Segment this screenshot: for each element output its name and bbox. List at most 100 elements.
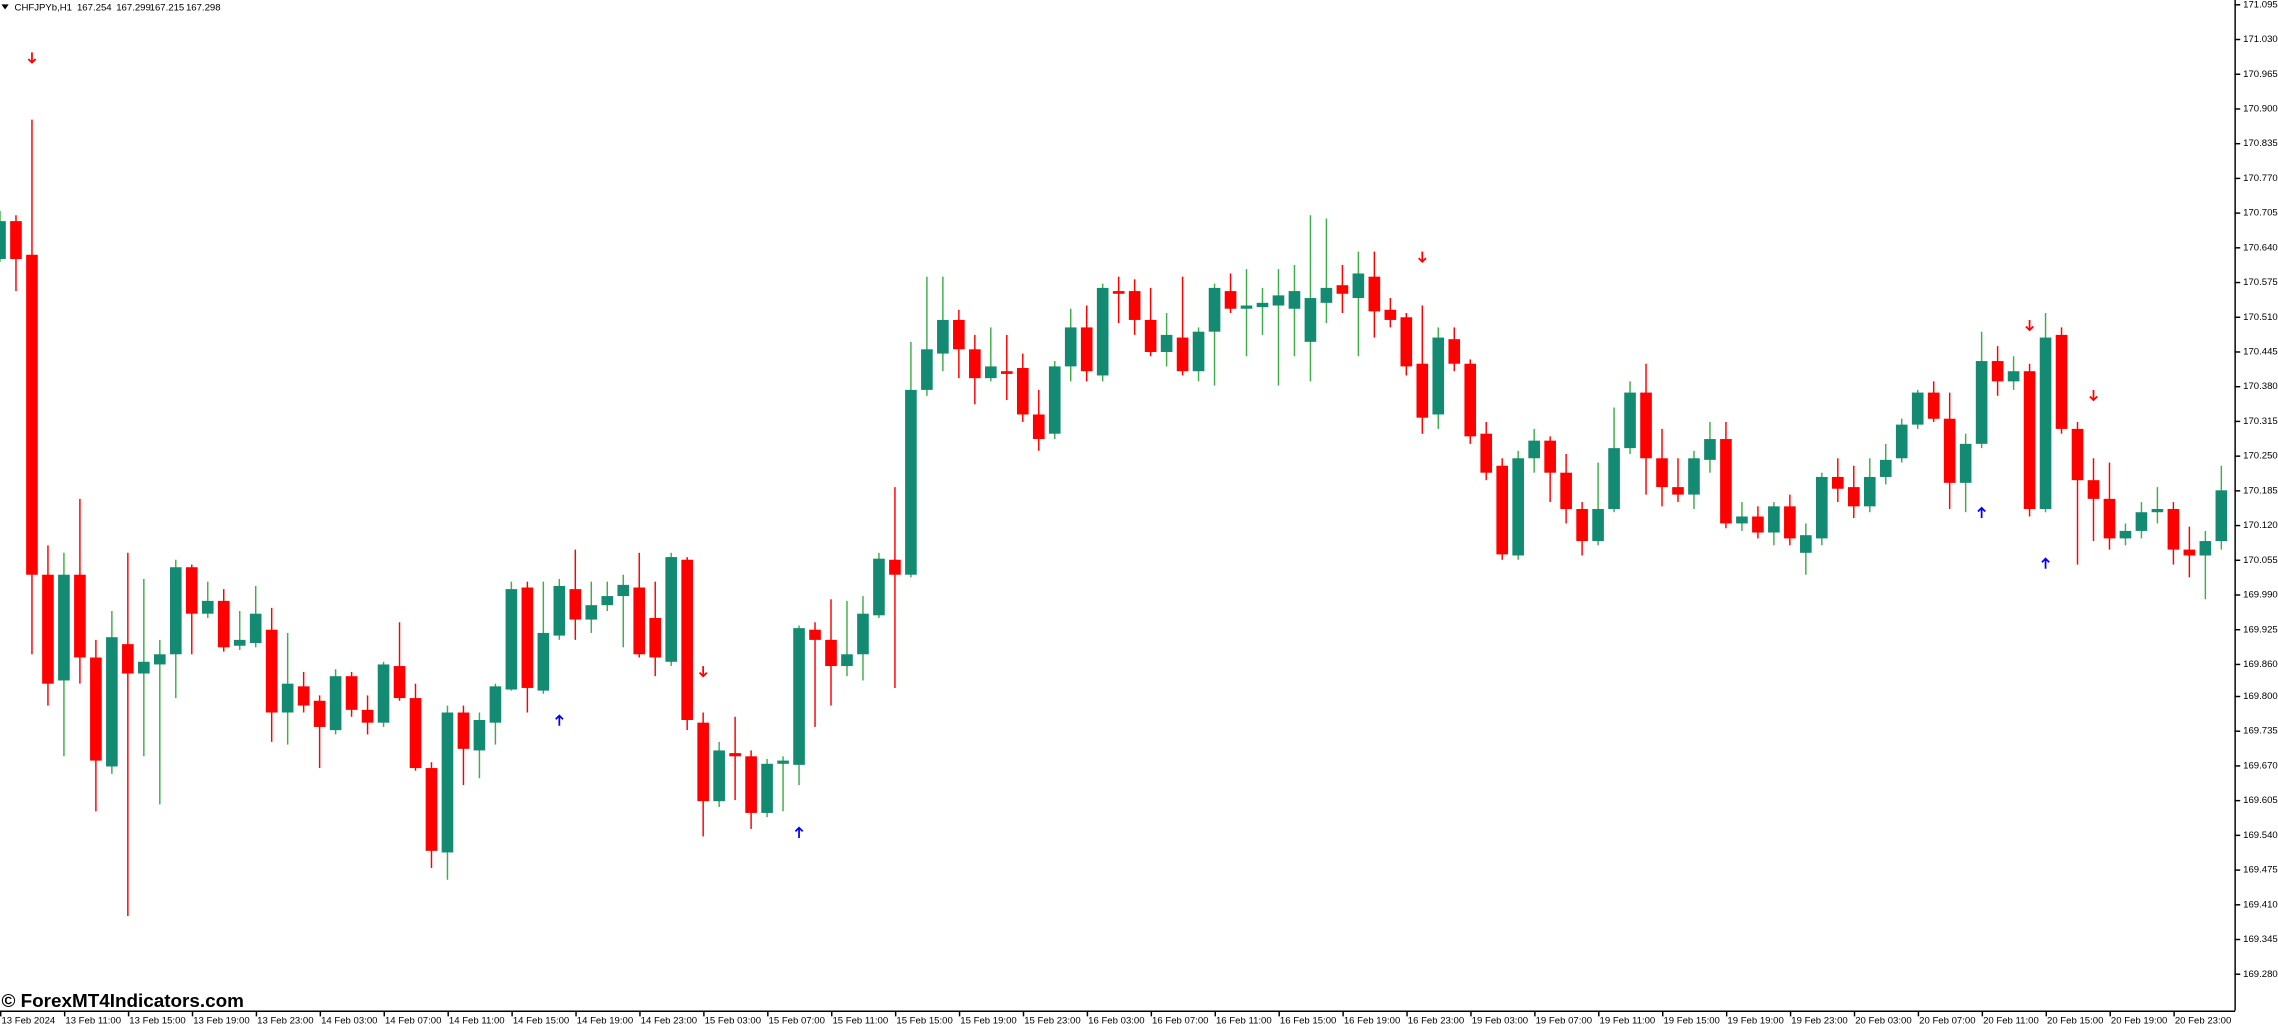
y-tick-label: 170.380 [2243, 381, 2278, 392]
candle-body [1863, 476, 1876, 507]
y-tick-label: 170.445 [2243, 347, 2278, 358]
x-tick-label: 15 Feb 11:00 [832, 1015, 888, 1026]
candle-body [201, 600, 214, 614]
candle-body [42, 574, 54, 684]
y-tick-label: 169.735 [2243, 726, 2278, 737]
candle-body [1448, 339, 1461, 364]
x-tick-label: 13 Feb 15:00 [129, 1015, 185, 1026]
candle-body [1720, 439, 1732, 524]
candle-body [1384, 309, 1397, 320]
candle-body [1496, 465, 1509, 555]
candle-body [0, 221, 6, 260]
x-tick-label: 19 Feb 23:00 [1791, 1015, 1847, 1026]
y-tick-label: 169.860 [2243, 659, 2278, 670]
candle-body [1895, 424, 1908, 459]
candle-body [921, 349, 933, 390]
candle-body [90, 657, 102, 761]
candle-body [1512, 458, 1524, 556]
candle-body [1432, 337, 1445, 415]
x-tick-label: 19 Feb 03:00 [1472, 1015, 1528, 1026]
watermark: © ForexMT4Indicators.com [1, 991, 243, 1012]
candle-body [473, 719, 486, 751]
candle-body [313, 700, 326, 727]
sell-arrow [2089, 389, 2098, 402]
buy-arrow [1977, 506, 1986, 519]
candle-body [2119, 530, 2132, 539]
candle-body [537, 632, 550, 691]
sell-arrow [2025, 319, 2034, 332]
candle-body [2055, 334, 2068, 429]
candle-body [697, 722, 709, 802]
candle-body [1368, 276, 1381, 312]
candle-body [249, 613, 262, 644]
x-tick-label: 13 Feb 19:00 [193, 1015, 249, 1026]
ohlc-low: 167.215 [150, 3, 185, 14]
y-tick-label: 170.965 [2243, 69, 2278, 80]
candle-body [1624, 392, 1636, 449]
candle-body [1768, 506, 1780, 533]
candle-body [1192, 331, 1205, 372]
menu-triangle[interactable] [1, 4, 9, 10]
x-tick-label: 19 Feb 07:00 [1536, 1015, 1592, 1026]
x-tick-label: 20 Feb 07:00 [1919, 1015, 1975, 1026]
y-tick-label: 170.705 [2243, 208, 2278, 219]
candle-body [489, 686, 502, 723]
candle-body [889, 559, 901, 575]
candle-body [1975, 361, 1988, 444]
symbol: CHFJPYb,H1 [15, 3, 72, 14]
candle-body [1000, 371, 1013, 374]
candle-body [1080, 327, 1093, 372]
x-tick-label: 20 Feb 11:00 [1983, 1015, 2039, 1026]
candle-body [2215, 490, 2228, 542]
candle-body [1528, 440, 1540, 459]
candle-body [1128, 291, 1141, 320]
candle-body [1272, 295, 1285, 306]
candle-body [1256, 302, 1269, 308]
candle-body [2151, 509, 2164, 513]
candle-body [122, 644, 134, 674]
candle-body [2167, 509, 2180, 550]
y-tick-label: 170.835 [2243, 138, 2278, 149]
x-tick-label: 13 Feb 23:00 [257, 1015, 313, 1026]
y-tick-label: 169.540 [2243, 830, 2278, 841]
candle-body [937, 319, 949, 354]
x-tick-label: 16 Feb 11:00 [1216, 1015, 1272, 1026]
candle-body [953, 319, 965, 350]
y-tick-label: 170.640 [2243, 242, 2278, 253]
candle-body [1160, 334, 1173, 352]
candle-body [1831, 476, 1844, 489]
candle-body [1911, 392, 1924, 425]
candle-body [1176, 337, 1189, 372]
x-tick-label: 16 Feb 15:00 [1280, 1015, 1336, 1026]
candle-body [2135, 512, 2148, 531]
candle-body [1879, 459, 1892, 477]
candle-body [681, 559, 693, 720]
candle-body [857, 613, 869, 655]
candle-body [1544, 440, 1556, 473]
candle-body [1032, 414, 1045, 440]
candle-body [1320, 287, 1333, 303]
y-tick-label: 169.345 [2243, 934, 2278, 945]
x-tick-label: 14 Feb 19:00 [577, 1015, 633, 1026]
candle-body [1336, 285, 1349, 294]
buy-arrow [555, 714, 564, 726]
candle-body [1592, 509, 1604, 542]
candle-body [457, 712, 470, 749]
candle-body [1352, 273, 1365, 299]
candle-body [106, 637, 118, 767]
candle-body [1048, 366, 1061, 434]
candle-body [1480, 433, 1493, 473]
candle-body [1784, 506, 1796, 539]
candle-body [2071, 428, 2084, 481]
y-tick-label: 170.185 [2243, 485, 2278, 496]
candle-body [1927, 392, 1940, 419]
x-tick-label: 14 Feb 07:00 [385, 1015, 441, 1026]
candle-body [2103, 498, 2116, 539]
candle-body [1847, 487, 1860, 507]
candle-body [1800, 535, 1812, 553]
candle-body [585, 605, 598, 620]
x-tick-label: 13 Feb 11:00 [65, 1015, 121, 1026]
y-tick-label: 169.280 [2243, 969, 2278, 980]
